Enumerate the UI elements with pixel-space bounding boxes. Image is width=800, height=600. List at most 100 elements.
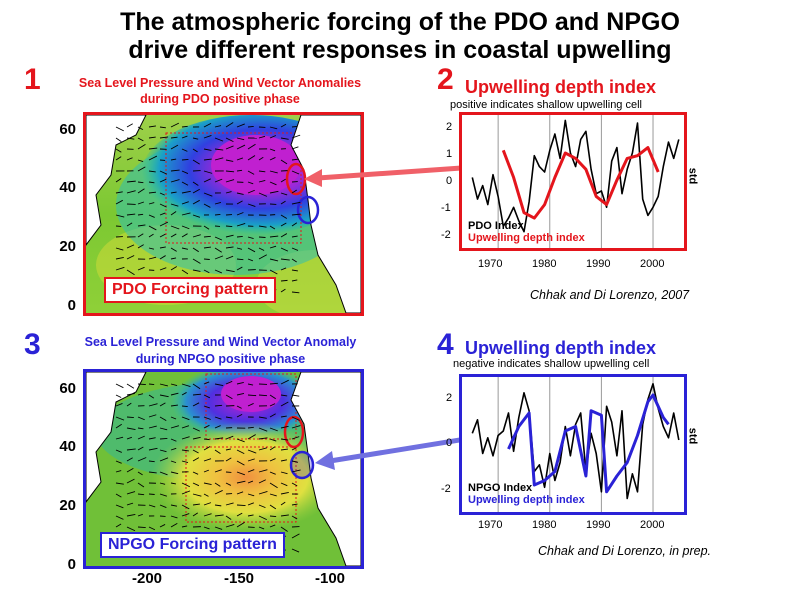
- wind-vector-arrow: [181, 158, 189, 161]
- wind-vector-arrow: [170, 191, 177, 194]
- wind-vector-arrow: [137, 471, 143, 476]
- wind-vector-arrow: [214, 469, 222, 473]
- wind-vector-arrow: [291, 436, 300, 440]
- wind-vector-arrow: [225, 225, 233, 228]
- wind-vector-arrow: [258, 469, 268, 473]
- wind-vector-arrow: [291, 213, 301, 216]
- wind-vector-arrow: [203, 438, 210, 441]
- wind-vector-arrow: [137, 181, 144, 184]
- wind-vector-arrow: [225, 179, 235, 183]
- wind-vector-arrow: [291, 425, 301, 429]
- wind-vector-arrow: [115, 214, 125, 218]
- wind-vector-arrow: [280, 448, 289, 451]
- wind-vector-arrow: [247, 449, 257, 454]
- wind-vector-arrow: [258, 447, 267, 451]
- wind-vector-arrow: [258, 192, 268, 197]
- wind-vector-arrow: [126, 526, 136, 532]
- wind-vector-arrow: [159, 394, 169, 398]
- wind-vector-arrow: [170, 136, 178, 139]
- wind-vector-arrow: [203, 416, 211, 420]
- wind-vector-arrow: [170, 460, 177, 464]
- wind-vector-arrow: [181, 135, 188, 139]
- wind-vector-arrow: [214, 514, 224, 517]
- wind-vector-arrow: [280, 379, 289, 385]
- panel4-legend-black: NPGO Index: [468, 482, 533, 494]
- wind-vector-arrow: [236, 393, 245, 396]
- wind-vector-arrow: [203, 225, 210, 230]
- wind-vector-arrow: [137, 482, 145, 488]
- panel1-caption-line1: Sea Level Pressure and Wind Vector Anoma…: [78, 76, 362, 90]
- wind-vector-arrow: [159, 449, 167, 453]
- wind-vector-arrow: [159, 178, 167, 183]
- wind-vector-arrow: [203, 170, 213, 174]
- wind-vector-arrow: [247, 469, 255, 473]
- wind-vector-arrow: [269, 170, 278, 174]
- wind-vector-arrow: [159, 212, 166, 216]
- ts1-ytick: 1: [446, 148, 453, 160]
- wind-vector-arrow: [291, 394, 300, 397]
- wind-vector-arrow: [203, 192, 213, 197]
- wind-vector-arrow: [236, 521, 245, 528]
- wind-vector-arrow: [170, 233, 177, 238]
- wind-vector-arrow: [269, 524, 276, 528]
- wind-vector-arrow: [280, 267, 287, 271]
- wind-vector-arrow: [214, 178, 223, 183]
- wind-vector-arrow: [280, 501, 286, 506]
- page-title-line2: drive different responses in coastal upw…: [128, 36, 672, 64]
- map1-ytick: 60: [59, 121, 76, 138]
- wind-vector-arrow: [148, 247, 155, 250]
- wind-vector-arrow: [203, 446, 211, 451]
- wind-vector-arrow: [159, 136, 169, 139]
- wind-vector-arrow: [214, 383, 224, 386]
- wind-vector-arrow: [115, 493, 122, 498]
- wind-vector-arrow: [181, 170, 189, 174]
- wind-vector-arrow: [269, 493, 277, 497]
- wind-vector-arrow: [269, 157, 276, 161]
- wind-vector-arrow: [258, 170, 266, 173]
- wind-vector-arrow: [170, 504, 178, 507]
- wind-vector-arrow: [203, 458, 212, 462]
- wind-vector-arrow: [225, 394, 233, 400]
- wind-vector-arrow: [192, 137, 199, 140]
- ts2-xtick: 1980: [532, 519, 557, 531]
- wind-vector-arrow: [192, 436, 201, 440]
- wind-vector-arrow: [280, 288, 286, 293]
- wind-vector-arrow: [214, 247, 222, 253]
- wind-vector-arrow: [236, 144, 246, 150]
- wind-vector-arrow: [247, 203, 256, 207]
- wind-vector-arrow: [280, 222, 287, 227]
- wind-vector-arrow: [269, 438, 277, 442]
- wind-vector-arrow: [137, 137, 144, 142]
- wind-vector-arrow: [280, 526, 288, 532]
- wind-vector-arrow: [236, 512, 243, 517]
- wind-vector-arrow: [280, 415, 287, 418]
- wind-vector-arrow: [214, 269, 223, 274]
- wind-vector-arrow: [225, 416, 233, 419]
- wind-vector-arrow: [225, 523, 235, 528]
- wind-vector-arrow: [203, 424, 210, 429]
- wind-vector-arrow: [126, 402, 132, 407]
- wind-vector-arrow: [181, 482, 191, 488]
- wind-vector-arrow: [291, 460, 299, 463]
- wind-vector-arrow: [236, 258, 244, 261]
- wind-vector-arrow: [148, 460, 155, 463]
- wind-vector-arrow: [137, 446, 144, 451]
- wind-vector-arrow: [159, 471, 168, 476]
- wind-vector-arrow: [291, 235, 298, 238]
- wind-vector-arrow: [269, 235, 279, 238]
- wind-vector-arrow: [269, 190, 279, 194]
- wind-vector-arrow: [247, 189, 255, 194]
- wind-vector-arrow: [137, 244, 144, 249]
- wind-vector-arrow: [269, 471, 276, 475]
- wind-vector-arrow: [203, 394, 211, 399]
- wind-vector-arrow: [137, 201, 145, 205]
- map3-ytick: 20: [59, 497, 76, 514]
- wind-vector-arrow: [291, 134, 301, 139]
- wind-vector-arrow: [115, 126, 124, 132]
- wind-vector-arrow: [203, 526, 210, 530]
- panel4-std-label: std: [686, 427, 699, 445]
- wind-vector-arrow: [203, 178, 211, 183]
- wind-vector-arrow: [148, 471, 157, 474]
- wind-vector-arrow: [148, 191, 157, 194]
- wind-vector-arrow: [225, 448, 232, 451]
